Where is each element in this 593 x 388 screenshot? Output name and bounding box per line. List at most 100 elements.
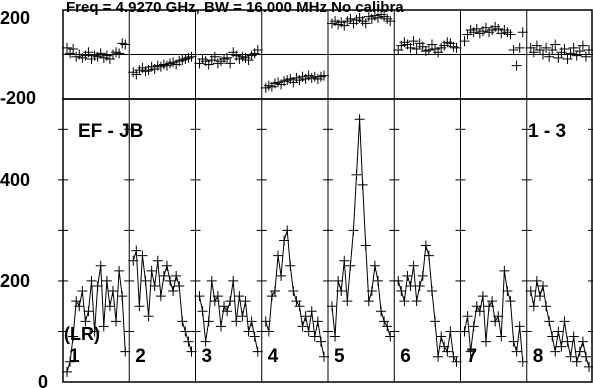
amplitude-point <box>508 336 519 347</box>
amplitude-point <box>411 296 422 307</box>
amplitude-point <box>168 286 179 297</box>
phase-point <box>568 42 579 53</box>
channel-label: 7 <box>467 346 478 367</box>
phase-point <box>385 16 396 27</box>
phase-point <box>62 42 72 53</box>
phase-point <box>528 47 539 58</box>
amplitude-series-line <box>66 265 126 373</box>
amplitude-series-line <box>265 230 325 357</box>
amplitude-point <box>420 240 431 251</box>
phase-point <box>505 29 516 40</box>
amplitude-point <box>291 296 302 307</box>
amplitude-point <box>225 296 236 307</box>
phase-point <box>584 45 593 56</box>
amplitude-point <box>143 311 154 322</box>
amplitude-point <box>98 321 109 332</box>
amplitude-point <box>580 351 591 362</box>
amplitude-point <box>553 326 564 337</box>
amplitude-point <box>92 280 103 291</box>
amplitude-point <box>442 346 453 357</box>
phase-point <box>459 36 470 47</box>
phase-point <box>83 47 94 58</box>
amplitude-point <box>177 316 188 327</box>
amplitude-point <box>336 286 347 297</box>
baseline-label: EF - JB <box>78 121 143 142</box>
amplitude-point <box>194 291 205 302</box>
amplitude-point <box>107 286 118 297</box>
scan-label: 1 - 3 <box>528 121 566 142</box>
phase-point <box>408 36 419 47</box>
channel-label: 2 <box>135 346 146 367</box>
amplitude-series-line <box>331 119 391 337</box>
amplitude-point <box>285 260 296 271</box>
phase-panel: 200 -200 <box>0 8 593 108</box>
phase-point <box>451 42 462 53</box>
amplitude-point <box>117 291 128 302</box>
amplitude-point <box>471 301 482 312</box>
amplitude-point <box>345 260 356 271</box>
amplitude-point <box>120 346 131 357</box>
amplitude-point <box>448 351 459 362</box>
phase-point <box>541 42 552 53</box>
amplitude-point <box>393 275 404 286</box>
phase-point <box>547 45 558 56</box>
amplitude-point <box>111 316 122 327</box>
amplitude-point <box>327 301 337 312</box>
amplitude-series-line <box>199 280 259 352</box>
amplitude-point <box>354 114 365 125</box>
phase-point <box>565 48 576 59</box>
amplitude-point <box>288 286 299 297</box>
amplitude-point <box>152 255 163 266</box>
amplitude-point <box>477 291 488 302</box>
amplitude-point <box>584 361 593 372</box>
amplitude-point <box>197 306 208 317</box>
phase-point <box>514 42 525 53</box>
amplitude-point <box>528 301 539 312</box>
amplitude-series-line <box>132 250 192 352</box>
amplitude-point <box>240 296 251 307</box>
amplitude-point <box>376 306 387 317</box>
amplitude-point <box>219 301 230 312</box>
amplitude-point <box>565 351 576 362</box>
phase-point <box>511 60 522 71</box>
phase-point <box>411 43 422 54</box>
amplitude-point <box>333 275 344 286</box>
amplitude-point <box>502 286 513 297</box>
phase-point <box>508 45 519 56</box>
phase-point <box>559 43 570 54</box>
amplitude-point <box>430 316 441 327</box>
channel-label: 4 <box>268 346 279 367</box>
amplitude-point <box>294 301 305 312</box>
amplitude-point <box>568 331 579 342</box>
amplitude-point <box>366 286 377 297</box>
amplitude-point <box>468 321 479 332</box>
amplitude-point <box>243 326 254 337</box>
amplitude-point <box>379 316 390 327</box>
amplitude-point <box>505 296 516 307</box>
phase-point <box>580 51 591 62</box>
amplitude-point <box>62 366 72 377</box>
phase-point <box>225 58 236 69</box>
amplitude-point <box>544 316 555 327</box>
amplitude-point <box>315 336 326 347</box>
amplitude-point <box>249 331 260 342</box>
amplitude-point <box>161 260 172 271</box>
amplitude-point <box>263 326 274 337</box>
amplitude-point <box>465 346 476 357</box>
amplitude-point <box>89 326 100 337</box>
phase-point <box>553 52 564 63</box>
amplitude-point <box>171 270 182 281</box>
amplitude-point <box>180 326 191 337</box>
amplitude-point <box>231 316 242 327</box>
amplitude-point <box>550 346 561 357</box>
amplitude-point <box>80 316 91 327</box>
amplitude-point <box>360 240 371 251</box>
amplitude-point <box>237 311 248 322</box>
phase-point <box>405 42 416 53</box>
amplitude-point <box>382 321 393 332</box>
channel-label: 3 <box>202 346 213 367</box>
amplitude-point <box>571 356 582 367</box>
amplitude-point <box>65 356 76 367</box>
phase-point <box>574 46 585 57</box>
